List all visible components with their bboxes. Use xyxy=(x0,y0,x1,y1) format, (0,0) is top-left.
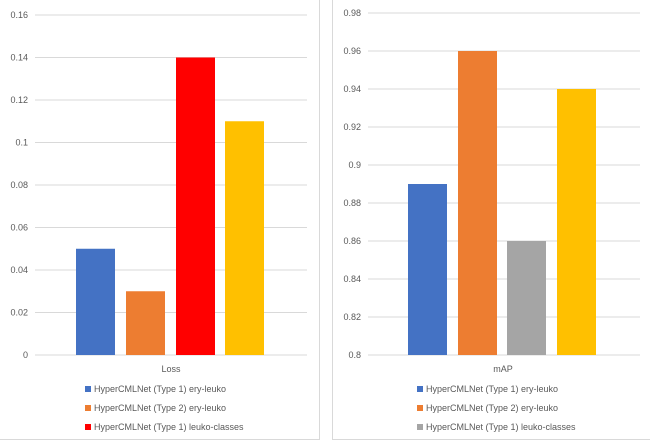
legend-swatch xyxy=(417,386,423,392)
y-tick-label: 0.94 xyxy=(343,84,361,94)
y-tick-label: 0.06 xyxy=(10,223,28,233)
legend-item: HyperCMLNet (Type 1) ery-leuko xyxy=(85,384,226,394)
legend-label: HyperCMLNet (Type 1) ery-leuko xyxy=(426,384,559,394)
y-tick-label: 0.16 xyxy=(10,10,28,20)
bar xyxy=(176,57,215,355)
bar xyxy=(225,121,264,355)
bar xyxy=(126,291,165,355)
legend-label: HyperCMLNet (Type 1) ery-leuko xyxy=(94,384,227,394)
legend-swatch xyxy=(85,405,91,411)
legend-item: HyperCMLNet (Type 1) leuko-classes xyxy=(85,422,244,432)
legend-item: HyperCMLNet (Type 1) ery-leuko xyxy=(417,384,558,394)
y-tick-label: 0.14 xyxy=(10,53,28,63)
y-tick-label: 0.88 xyxy=(343,198,361,208)
loss-chart-panel xyxy=(0,0,320,440)
y-tick-label: 0.08 xyxy=(10,180,28,190)
y-tick-label: 0.12 xyxy=(10,95,28,105)
y-tick-label: 0.84 xyxy=(343,274,361,284)
y-tick-label: 0.04 xyxy=(10,265,28,275)
y-tick-label: 0.92 xyxy=(343,122,361,132)
category-label: mAP xyxy=(493,364,513,374)
legend-item: HyperCMLNet (Type 2) ery-leuko xyxy=(417,403,558,413)
bar xyxy=(76,248,115,355)
bar xyxy=(557,89,596,355)
legend-item: HyperCMLNet (Type 1) leuko-classes xyxy=(417,422,576,432)
legend-label: HyperCMLNet (Type 1) leuko-classes xyxy=(94,422,244,432)
y-tick-label: 0 xyxy=(23,350,28,360)
y-tick-label: 0.1 xyxy=(15,138,28,148)
category-label: Loss xyxy=(161,364,181,374)
legend-item: HyperCMLNet (Type 2) ery-leuko xyxy=(85,403,226,413)
legend-label: HyperCMLNet (Type 2) ery-leuko xyxy=(426,403,559,413)
y-tick-label: 0.02 xyxy=(10,308,28,318)
bar xyxy=(507,241,546,355)
legend-label: HyperCMLNet (Type 1) leuko-classes xyxy=(426,422,576,432)
y-tick-label: 0.98 xyxy=(343,8,361,18)
legend-label: HyperCMLNet (Type 2) ery-leuko xyxy=(94,403,227,413)
bar xyxy=(408,184,447,355)
y-tick-label: 0.82 xyxy=(343,312,361,322)
legend-swatch xyxy=(85,386,91,392)
y-tick-label: 0.86 xyxy=(343,236,361,246)
legend-swatch xyxy=(417,405,423,411)
legend-swatch xyxy=(417,424,423,430)
bar xyxy=(458,51,497,355)
legend-swatch xyxy=(85,424,91,430)
y-tick-label: 0.8 xyxy=(348,350,361,360)
y-tick-label: 0.9 xyxy=(348,160,361,170)
y-tick-label: 0.96 xyxy=(343,46,361,56)
